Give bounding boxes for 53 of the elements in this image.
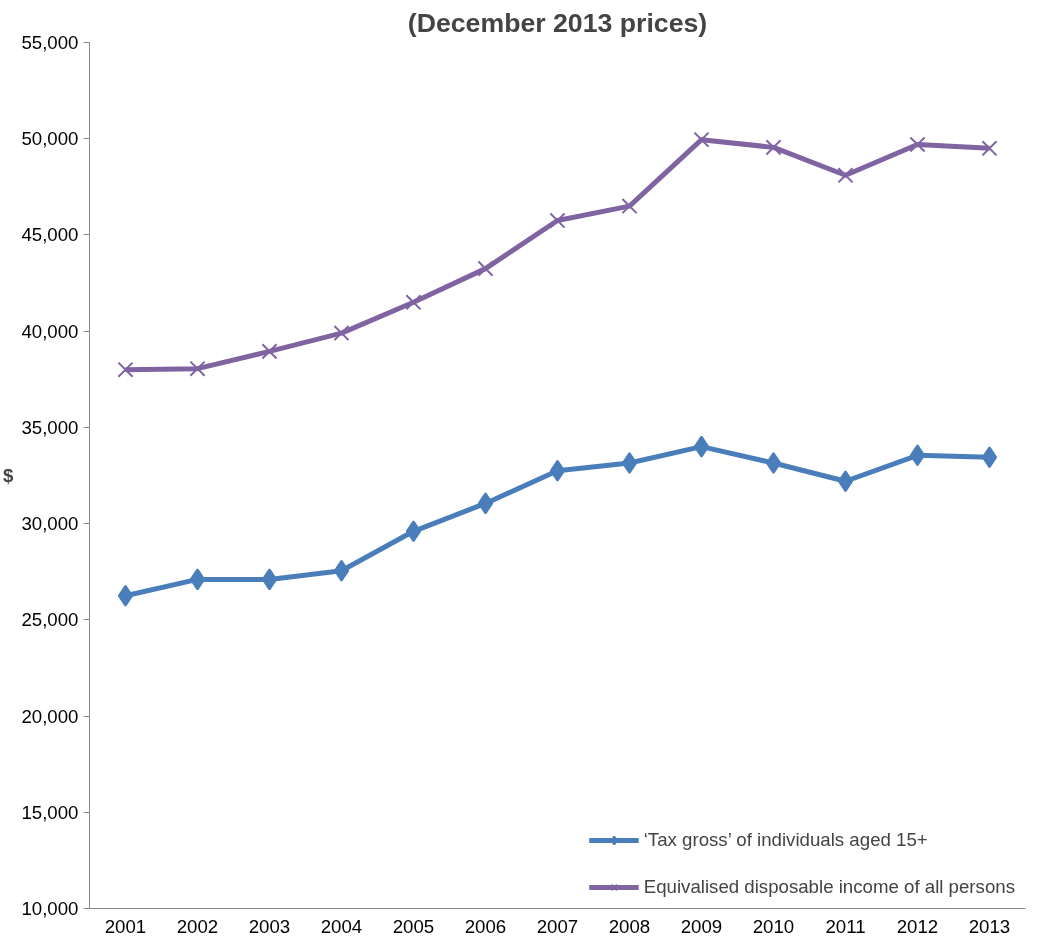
y-tick-label: 20,000: [21, 705, 79, 727]
point: [909, 444, 926, 467]
y-tick-label: 15,000: [21, 801, 79, 823]
x-tick-label: 2010: [752, 915, 795, 937]
point: [693, 131, 710, 148]
x-tick-label: 2004: [320, 915, 363, 937]
x-tick-label: 2002: [176, 915, 219, 937]
point: [549, 459, 566, 482]
x-tick-label: 2008: [608, 915, 651, 937]
point: [837, 470, 854, 493]
point: [837, 167, 854, 184]
y-tick-label: 45,000: [21, 224, 79, 246]
point: [765, 139, 782, 156]
point: [981, 446, 998, 469]
x-tick-label: 2013: [968, 915, 1011, 937]
point: [261, 568, 278, 591]
point: [693, 435, 710, 458]
point: [981, 140, 998, 157]
x-tick-label: 2009: [680, 915, 723, 937]
y-tick-label: 40,000: [21, 320, 79, 342]
chart-title: (December 2013 prices): [407, 7, 708, 38]
x-tick-label: 2003: [248, 915, 291, 937]
point: [405, 520, 422, 543]
x-tick-label: 2001: [104, 915, 147, 937]
point: [405, 294, 422, 311]
x-tick-label: 2012: [896, 915, 939, 937]
point: [909, 136, 926, 153]
legend-label: ‘Tax gross’ of individuals aged 15+: [643, 829, 928, 851]
point: [477, 492, 494, 515]
point: [621, 451, 638, 474]
y-tick-label: 10,000: [21, 898, 79, 919]
y-tick-label: 50,000: [21, 128, 79, 150]
x-tick-label: 2006: [464, 915, 507, 937]
y-tick-label: 30,000: [21, 513, 79, 535]
point: [549, 212, 566, 229]
y-axis-title: $: [3, 465, 15, 486]
legend-label: Equivalised disposable income of all persons: [643, 876, 1015, 898]
point: [333, 325, 350, 342]
point: [477, 260, 494, 277]
x-tick-label: 2005: [392, 915, 435, 937]
point: [117, 584, 134, 607]
x-tick-label: 2011: [825, 915, 866, 937]
point: [261, 343, 278, 360]
point: [333, 559, 350, 582]
y-tick-label: 35,000: [21, 416, 79, 438]
y-tick-label: 25,000: [21, 609, 79, 631]
y-tick-label: 55,000: [21, 32, 79, 53]
point: [189, 568, 206, 591]
x-tick-label: 2007: [536, 915, 579, 937]
point: [117, 361, 134, 378]
point: [621, 198, 638, 215]
point: [189, 360, 206, 377]
point: [765, 451, 782, 474]
